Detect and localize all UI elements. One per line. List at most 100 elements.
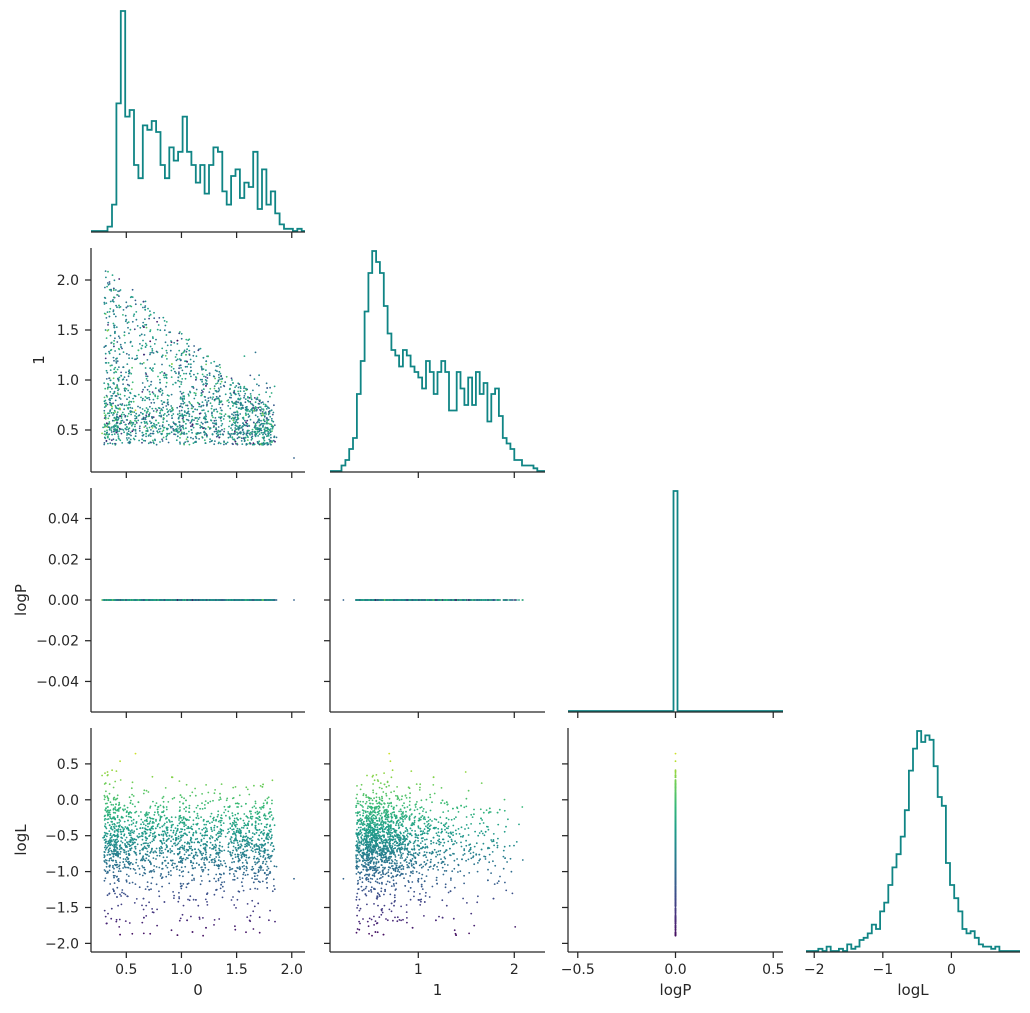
- data-point: [208, 391, 211, 393]
- data-point: [175, 439, 178, 442]
- data-point: [178, 367, 181, 370]
- data-point: [145, 377, 148, 380]
- data-point: [272, 439, 275, 442]
- data-point: [150, 380, 153, 383]
- data-point: [245, 414, 247, 416]
- data-point: [242, 418, 245, 420]
- data-point: [112, 419, 114, 422]
- data-point: [187, 407, 190, 410]
- data-point: [219, 366, 222, 369]
- data-point: [267, 433, 270, 436]
- data-point: [165, 381, 168, 384]
- data-point: [185, 414, 187, 417]
- data-point: [238, 407, 241, 410]
- data-point: [154, 387, 157, 390]
- data-point: [207, 397, 210, 399]
- data-point: [228, 401, 230, 404]
- data-point: [175, 353, 178, 356]
- data-point: [140, 303, 142, 306]
- data-point: [162, 374, 165, 377]
- data-point: [245, 599, 247, 601]
- data-point: [108, 377, 110, 380]
- data-point: [176, 343, 179, 345]
- data-point: [252, 599, 255, 601]
- data-point: [166, 394, 169, 396]
- data-point: [112, 343, 115, 345]
- data-point: [260, 431, 263, 434]
- data-point: [122, 351, 125, 353]
- data-point: [162, 436, 165, 439]
- data-point: [144, 308, 147, 311]
- data-point: [254, 435, 257, 438]
- data-point: [214, 389, 217, 392]
- data-point: [141, 412, 144, 415]
- data-point: [258, 427, 261, 430]
- data-point: [206, 404, 208, 406]
- data-point: [132, 397, 135, 400]
- data-point: [220, 380, 223, 383]
- data-point: [218, 436, 221, 439]
- data-point: [155, 443, 158, 446]
- data-point: [123, 387, 126, 390]
- data-point: [175, 428, 178, 430]
- data-point: [234, 427, 237, 429]
- data-point: [172, 429, 175, 432]
- data-point: [154, 395, 157, 398]
- data-point: [190, 403, 193, 406]
- data-point: [269, 395, 271, 398]
- data-point: [112, 438, 115, 441]
- data-point: [275, 436, 278, 439]
- data-point: [155, 424, 158, 426]
- data-point: [108, 281, 111, 283]
- data-point: [140, 411, 142, 414]
- data-point: [103, 436, 106, 439]
- data-point: [111, 433, 113, 436]
- data-point: [119, 306, 122, 308]
- data-point: [171, 407, 173, 410]
- data-point: [131, 345, 134, 347]
- data-point: [105, 394, 108, 397]
- data-point: [240, 437, 243, 440]
- data-point: [179, 374, 182, 377]
- data-point: [232, 419, 235, 422]
- data-point: [105, 378, 108, 380]
- data-point: [235, 385, 238, 387]
- data-point: [199, 432, 202, 434]
- data-point: [183, 349, 186, 352]
- data-point: [250, 409, 252, 411]
- data-point: [135, 422, 138, 424]
- data-point: [103, 396, 106, 399]
- data-point: [163, 413, 166, 415]
- data-point: [201, 426, 204, 429]
- data-point: [230, 427, 232, 429]
- data-point: [133, 394, 136, 397]
- data-point: [171, 417, 174, 419]
- data-point: [179, 331, 181, 333]
- data-point: [126, 322, 129, 324]
- data-point: [213, 443, 216, 446]
- data-point: [113, 419, 116, 422]
- data-point: [116, 407, 118, 410]
- data-point: [257, 406, 260, 409]
- data-point: [238, 383, 241, 386]
- data-point: [158, 317, 161, 319]
- data-point: [145, 432, 148, 435]
- data-point: [237, 599, 240, 601]
- data-point: [113, 313, 115, 315]
- data-point: [234, 430, 236, 433]
- data-point: [150, 429, 152, 431]
- data-point: [106, 435, 109, 438]
- data-point: [228, 420, 231, 423]
- data-point: [214, 422, 217, 425]
- data-point: [146, 379, 149, 382]
- data-point: [115, 418, 118, 421]
- data-point: [188, 413, 191, 415]
- data-point: [124, 414, 127, 417]
- data-point: [109, 427, 111, 430]
- data-point: [179, 359, 182, 362]
- data-point: [256, 427, 259, 429]
- data-point: [112, 287, 115, 290]
- data-point: [161, 347, 164, 350]
- data-point: [215, 395, 218, 398]
- data-point: [145, 373, 148, 375]
